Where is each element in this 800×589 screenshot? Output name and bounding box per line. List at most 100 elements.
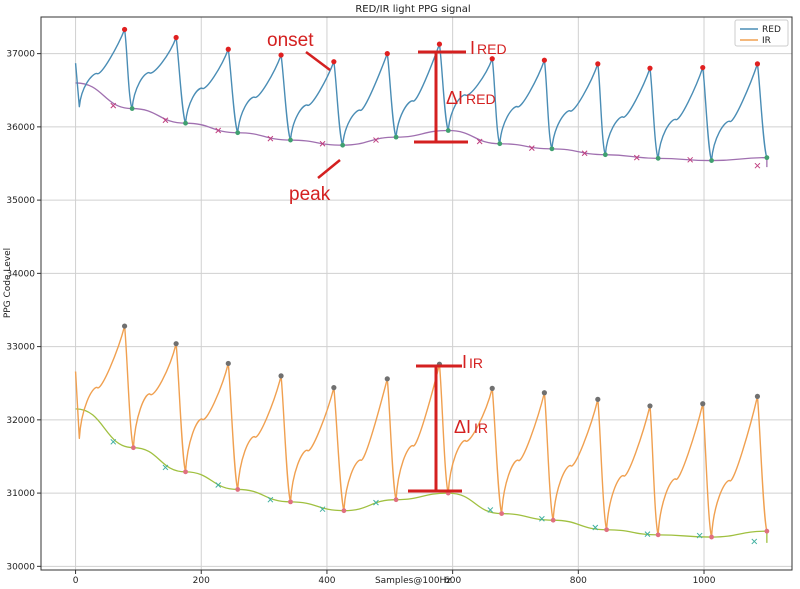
baseline-marker xyxy=(633,154,640,161)
baseline-marker xyxy=(373,137,379,143)
plot-frame xyxy=(40,16,793,571)
peak-marker xyxy=(384,376,390,382)
y-tick-label: 32000 xyxy=(6,416,35,426)
baseline-marker xyxy=(267,496,274,503)
onset-marker xyxy=(709,534,714,540)
y-tick-label: 34000 xyxy=(6,269,35,279)
peak-marker xyxy=(595,396,601,402)
x-tick-label: 1000 xyxy=(693,576,716,586)
y-tick-label: 31000 xyxy=(6,489,35,499)
onset-marker xyxy=(604,527,610,533)
peak-arrow xyxy=(317,159,341,179)
i-red-subscript: RED xyxy=(477,41,507,57)
baseline-marker xyxy=(644,531,651,537)
peak-marker xyxy=(225,46,231,52)
baseline-marker xyxy=(162,117,169,124)
baseline-marker xyxy=(539,515,545,522)
grid xyxy=(41,17,792,570)
y-tick-label: 33000 xyxy=(6,343,35,353)
peak-marker xyxy=(436,41,443,47)
x-tick-label: 200 xyxy=(193,576,210,586)
x-tick-label: 400 xyxy=(318,576,335,586)
peak-marker xyxy=(700,64,706,71)
baseline-marker xyxy=(581,150,588,157)
peak-marker xyxy=(121,323,128,329)
onset-marker xyxy=(393,497,399,503)
baseline-marker xyxy=(696,532,703,539)
onset-label: onset xyxy=(267,30,314,51)
onset-marker xyxy=(550,517,556,523)
baseline-marker xyxy=(476,138,483,145)
onset-marker xyxy=(602,152,608,158)
onset-marker xyxy=(499,511,505,517)
peak-marker xyxy=(754,393,761,400)
peak-marker xyxy=(541,57,547,63)
onset-marker xyxy=(235,130,241,136)
i-ir-subscript: IR xyxy=(469,355,483,371)
x-tick-label: 0 xyxy=(73,576,79,586)
baseline-marker xyxy=(319,506,326,513)
baseline-marker xyxy=(592,524,599,531)
onset-marker xyxy=(655,532,661,538)
peak-marker xyxy=(173,341,179,347)
baseline-marker xyxy=(215,127,222,134)
baseline-marker xyxy=(215,482,222,488)
onset-marker xyxy=(445,128,451,133)
delta-i-red-subscript: RED xyxy=(466,91,496,107)
baseline-marker xyxy=(528,145,535,151)
delta-i-red-label: ΔI xyxy=(446,88,463,108)
baseline-marker xyxy=(267,135,274,142)
baseline-marker xyxy=(110,102,117,109)
onset-marker xyxy=(709,158,714,163)
peak-marker xyxy=(331,59,337,65)
peak-marker xyxy=(754,61,761,67)
baseline-marker xyxy=(687,156,694,163)
baseline-ir xyxy=(75,408,768,543)
onset-marker xyxy=(655,155,661,161)
peak-marker xyxy=(121,26,128,33)
peak-marker xyxy=(331,385,337,391)
baseline-marker xyxy=(754,162,761,169)
y-tick-label: 35000 xyxy=(6,196,35,206)
onset-marker xyxy=(129,106,135,111)
onset-marker xyxy=(340,142,346,148)
baseline-marker xyxy=(110,438,117,445)
onset-arrow xyxy=(305,51,331,71)
i-red-label: I xyxy=(470,38,475,58)
y-tick-label: 36000 xyxy=(6,123,35,133)
baseline-marker xyxy=(751,538,758,545)
onset-marker xyxy=(764,528,770,534)
chart-title: RED/IR light PPG signal xyxy=(355,4,470,15)
peak-marker xyxy=(489,56,495,62)
delta-i-ir-label: ΔI xyxy=(454,417,471,437)
onset-marker xyxy=(393,134,399,140)
y-tick-label: 37000 xyxy=(6,50,35,60)
legend-label: IR xyxy=(762,36,771,46)
y-tick-label: 30000 xyxy=(6,562,35,572)
i-ir-label: I xyxy=(462,352,467,372)
ticks: 0 200 400 600 800 1000 30000 31000 32000 33000 340… xyxy=(6,50,715,586)
onset-marker xyxy=(549,146,555,152)
peak-marker xyxy=(647,403,653,409)
onset-marker xyxy=(341,508,347,514)
peak-marker xyxy=(700,401,706,407)
peak-marker xyxy=(541,390,547,396)
onset-marker xyxy=(288,499,293,505)
baseline-marker xyxy=(487,507,494,513)
onset-marker xyxy=(288,137,293,143)
peak-marker xyxy=(278,52,284,58)
onset-marker xyxy=(183,120,188,126)
peak-label: peak xyxy=(289,184,331,205)
onset-marker xyxy=(235,487,241,492)
baseline-red xyxy=(75,82,768,168)
baseline-marker xyxy=(373,499,379,506)
onset-marker xyxy=(183,469,188,475)
peak-marker xyxy=(173,34,179,41)
peak-marker xyxy=(278,373,284,379)
series-red-line xyxy=(74,28,768,162)
baseline-marker xyxy=(162,464,169,471)
series-layer xyxy=(74,26,770,545)
peak-marker xyxy=(384,51,390,57)
peak-marker xyxy=(595,61,601,67)
